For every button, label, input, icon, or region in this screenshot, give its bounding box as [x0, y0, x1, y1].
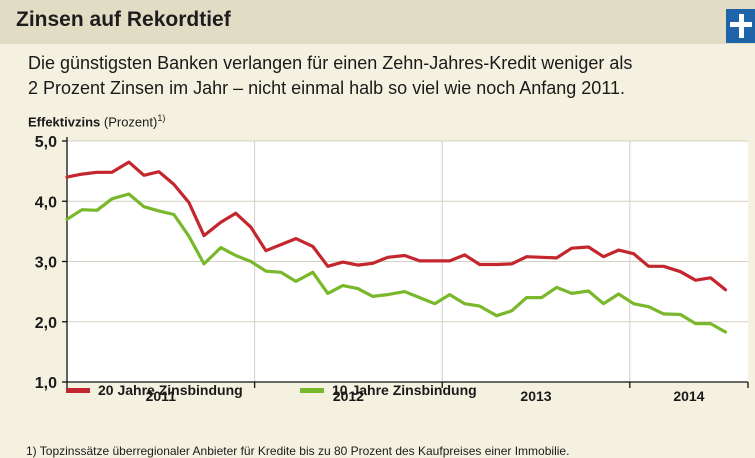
logo: [726, 9, 755, 43]
subtitle-line-1: Die günstigsten Banken verlangen für ein…: [28, 53, 633, 73]
plus-icon-bar: [730, 22, 752, 27]
y-axis-label-bold: Effektivzins: [28, 114, 101, 130]
header-bar: Zinsen auf Rekordtief: [0, 0, 755, 44]
x-tick-label: 2013: [520, 388, 551, 404]
x-tick-label: 2012: [333, 388, 364, 404]
subtitle: Die günstigsten Banken verlangen für ein…: [28, 51, 728, 101]
x-tick-label: 2011: [146, 388, 177, 404]
series-line-10-jahre: [65, 192, 728, 334]
x-tick-label: 2014: [673, 388, 704, 404]
y-axis-label-unit: (Prozent): [103, 114, 158, 130]
legend-item-10-jahre: 10 Jahre Zinsbindung: [300, 382, 477, 398]
legend-label-10-jahre: 10 Jahre Zinsbindung: [332, 382, 477, 398]
y-tick-label: 3,0: [35, 255, 57, 272]
y-axis-label: Effektivzins (Prozent)1): [28, 113, 165, 129]
page-title: Zinsen auf Rekordtief: [16, 8, 231, 31]
y-tick-label: 4,0: [35, 194, 57, 211]
subtitle-line-2: 2 Prozent Zinsen im Jahr – nicht einmal …: [28, 78, 626, 98]
y-axis-label-note: 1): [157, 113, 166, 123]
legend-swatch-20-jahre: [66, 387, 90, 393]
series-line-20-jahre: [65, 160, 728, 292]
legend-item-20-jahre: 20 Jahre Zinsbindung: [66, 382, 243, 398]
y-tick-label: 1,0: [35, 375, 57, 392]
y-tick-label: 2,0: [35, 315, 57, 332]
footnote: 1) Topzinssätze überregionaler Anbieter …: [26, 444, 570, 458]
y-tick-label: 5,0: [35, 134, 57, 151]
legend-swatch-10-jahre: [300, 387, 324, 393]
legend-label-20-jahre: 20 Jahre Zinsbindung: [98, 382, 243, 398]
